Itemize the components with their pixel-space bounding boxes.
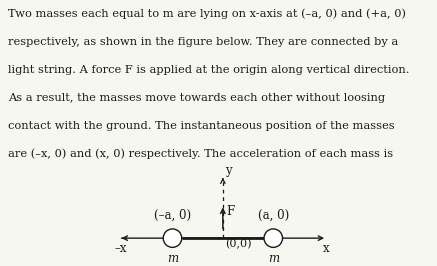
Text: y: y: [225, 164, 232, 177]
Text: light string. A force F is applied at the origin along vertical direction.: light string. A force F is applied at th…: [8, 65, 409, 75]
Text: (a, 0): (a, 0): [258, 209, 289, 222]
Text: –x: –x: [114, 242, 127, 255]
Text: x: x: [323, 242, 329, 255]
Text: Two masses each equal to m are lying on x-axis at (–a, 0) and (+a, 0): Two masses each equal to m are lying on …: [8, 9, 406, 19]
Circle shape: [163, 229, 182, 247]
Text: contact with the ground. The instantaneous position of the masses: contact with the ground. The instantaneo…: [8, 121, 395, 131]
Text: As a result, the masses move towards each other without loosing: As a result, the masses move towards eac…: [8, 93, 385, 103]
Text: (–a, 0): (–a, 0): [154, 209, 191, 222]
Circle shape: [264, 229, 282, 247]
Text: respectively, as shown in the figure below. They are connected by a: respectively, as shown in the figure bel…: [8, 37, 398, 47]
Text: (0,0): (0,0): [225, 239, 252, 249]
Text: F: F: [226, 205, 234, 218]
Text: m: m: [268, 252, 279, 265]
Text: are (–x, 0) and (x, 0) respectively. The acceleration of each mass is: are (–x, 0) and (x, 0) respectively. The…: [8, 148, 393, 159]
Text: m: m: [167, 252, 178, 265]
